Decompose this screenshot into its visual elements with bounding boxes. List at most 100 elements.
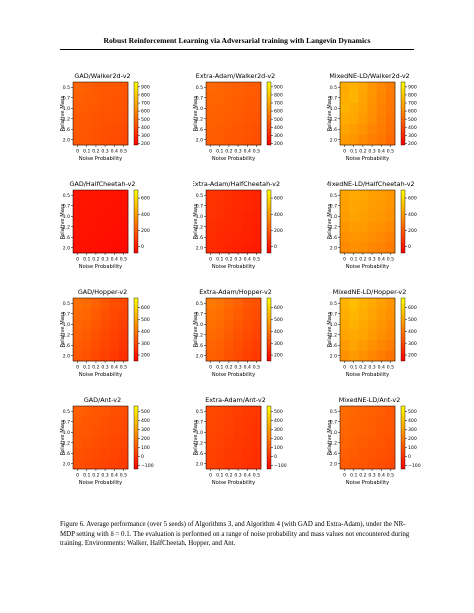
y-tick-label: 2.0 (196, 137, 203, 143)
heatmap-cell (109, 406, 120, 417)
heatmap-cell (82, 427, 92, 438)
heatmap-cell (358, 134, 368, 146)
heatmap-cell (251, 211, 262, 222)
heatmap-cell (340, 82, 350, 93)
heatmap-cell (376, 211, 387, 222)
heatmap-cell (349, 448, 359, 459)
colorbar-tick-label: 500 (408, 409, 417, 415)
heatmap-cell (385, 406, 396, 417)
heatmap-cell (251, 190, 262, 201)
heatmap-cell (91, 103, 101, 114)
heatmap-cell (340, 437, 350, 449)
heatmap-cell (349, 458, 359, 470)
heatmap-cell (109, 416, 120, 428)
heatmap-cell (385, 329, 396, 341)
heatmap-cell (349, 211, 359, 222)
heatmap-cell (224, 458, 234, 470)
colorbar-tick-label: 900 (141, 84, 150, 90)
heatmap-cell (233, 103, 243, 114)
heatmap-cell (118, 308, 129, 320)
y-tick-label: 1.6 (196, 451, 203, 457)
heatmap-cell (340, 427, 350, 438)
heatmap-cell (73, 448, 83, 459)
x-tick-label: 0.3 (234, 365, 241, 371)
heatmap-cell (206, 340, 216, 351)
y-tick-label: 0.5 (196, 193, 203, 199)
heatmap-cell (358, 232, 368, 243)
x-axis-label: Noise Probability (79, 156, 122, 162)
y-axis-label: Relative Mass (193, 419, 199, 455)
y-tick-label: 1.2 (196, 224, 203, 230)
heatmap-cell (215, 427, 225, 438)
heatmap-cell (251, 319, 262, 330)
heatmap-cell (340, 92, 350, 104)
heatmap-cell (215, 308, 225, 320)
x-tick-label: 0.4 (244, 149, 251, 155)
heatmap-cell (242, 92, 253, 104)
y-tick-label: 0.5 (330, 301, 337, 307)
heatmap-cell (109, 124, 120, 135)
x-tick-label: 0.2 (359, 149, 366, 155)
heatmap-cell (215, 329, 225, 341)
colorbar-tick-label: 800 (274, 93, 283, 99)
heatmap-cell (82, 242, 92, 254)
heatmap-cell (251, 437, 262, 449)
heatmap-cell (100, 298, 110, 309)
heatmap-cell (73, 82, 83, 93)
heatmap-cell (91, 427, 101, 438)
heatmap-cell (118, 319, 129, 330)
heatmap-cell (91, 329, 101, 341)
colorbar-tick-label: −100 (408, 463, 421, 469)
x-tick-label: 0.2 (92, 257, 99, 263)
heatmap-cell (376, 406, 387, 417)
x-axis-label: Noise Probability (212, 372, 255, 378)
heatmap-cell (206, 92, 216, 104)
heatmap-cell (376, 427, 387, 438)
heatmap-cell (82, 134, 92, 146)
heatmap-cell (385, 221, 396, 233)
heatmap-cell (358, 427, 368, 438)
x-tick-label: 0.4 (111, 473, 118, 479)
heatmap-cell (242, 113, 253, 125)
heatmap-cell (385, 92, 396, 104)
heatmap-cell (367, 448, 377, 459)
heatmap-cell (109, 200, 120, 212)
heatmap-cell (251, 458, 262, 470)
heatmap-cell (206, 221, 216, 233)
colorbar (266, 405, 272, 470)
heatmap-cell (109, 448, 120, 459)
x-tick-label: 0.1 (216, 473, 223, 479)
heatmap-cell (385, 232, 396, 243)
heatmap-cell (233, 113, 243, 125)
heatmap-cell (91, 458, 101, 470)
heatmap-cell (100, 113, 110, 125)
heatmap-cell (82, 319, 92, 330)
heatmap-cell (215, 437, 225, 449)
colorbar (266, 297, 272, 362)
x-tick-label: 0.2 (225, 365, 232, 371)
x-tick-label: 0.1 (83, 257, 90, 263)
heatmap-cell (73, 200, 83, 212)
heatmap-title: GAD/HalfCheetah-v2 (70, 180, 136, 188)
x-tick-label: 0.5 (387, 149, 394, 155)
heatmap-cell (251, 232, 262, 243)
heatmap-cell (215, 124, 225, 135)
heatmap-cell (251, 298, 262, 309)
heatmap-cell (118, 134, 129, 146)
heatmap-cell (91, 416, 101, 428)
heatmap-frame (339, 189, 396, 254)
y-tick-label: 1.2 (330, 332, 337, 338)
x-tick-label: 0.3 (101, 473, 108, 479)
heatmap-cell (367, 221, 377, 233)
y-tick-label: 2.0 (196, 245, 203, 251)
y-tick-label: 1.0 (196, 322, 203, 328)
heatmap-frame (205, 189, 262, 254)
heatmap-cell (349, 329, 359, 341)
heatmap-cell (224, 329, 234, 341)
heatmap-cell (224, 242, 234, 254)
x-tick-label: 0.3 (368, 365, 375, 371)
heatmap-cell (100, 319, 110, 330)
heatmap-cell (73, 416, 83, 428)
colorbar-tick-label: 800 (408, 93, 417, 99)
y-tick-label: 1.0 (196, 430, 203, 436)
